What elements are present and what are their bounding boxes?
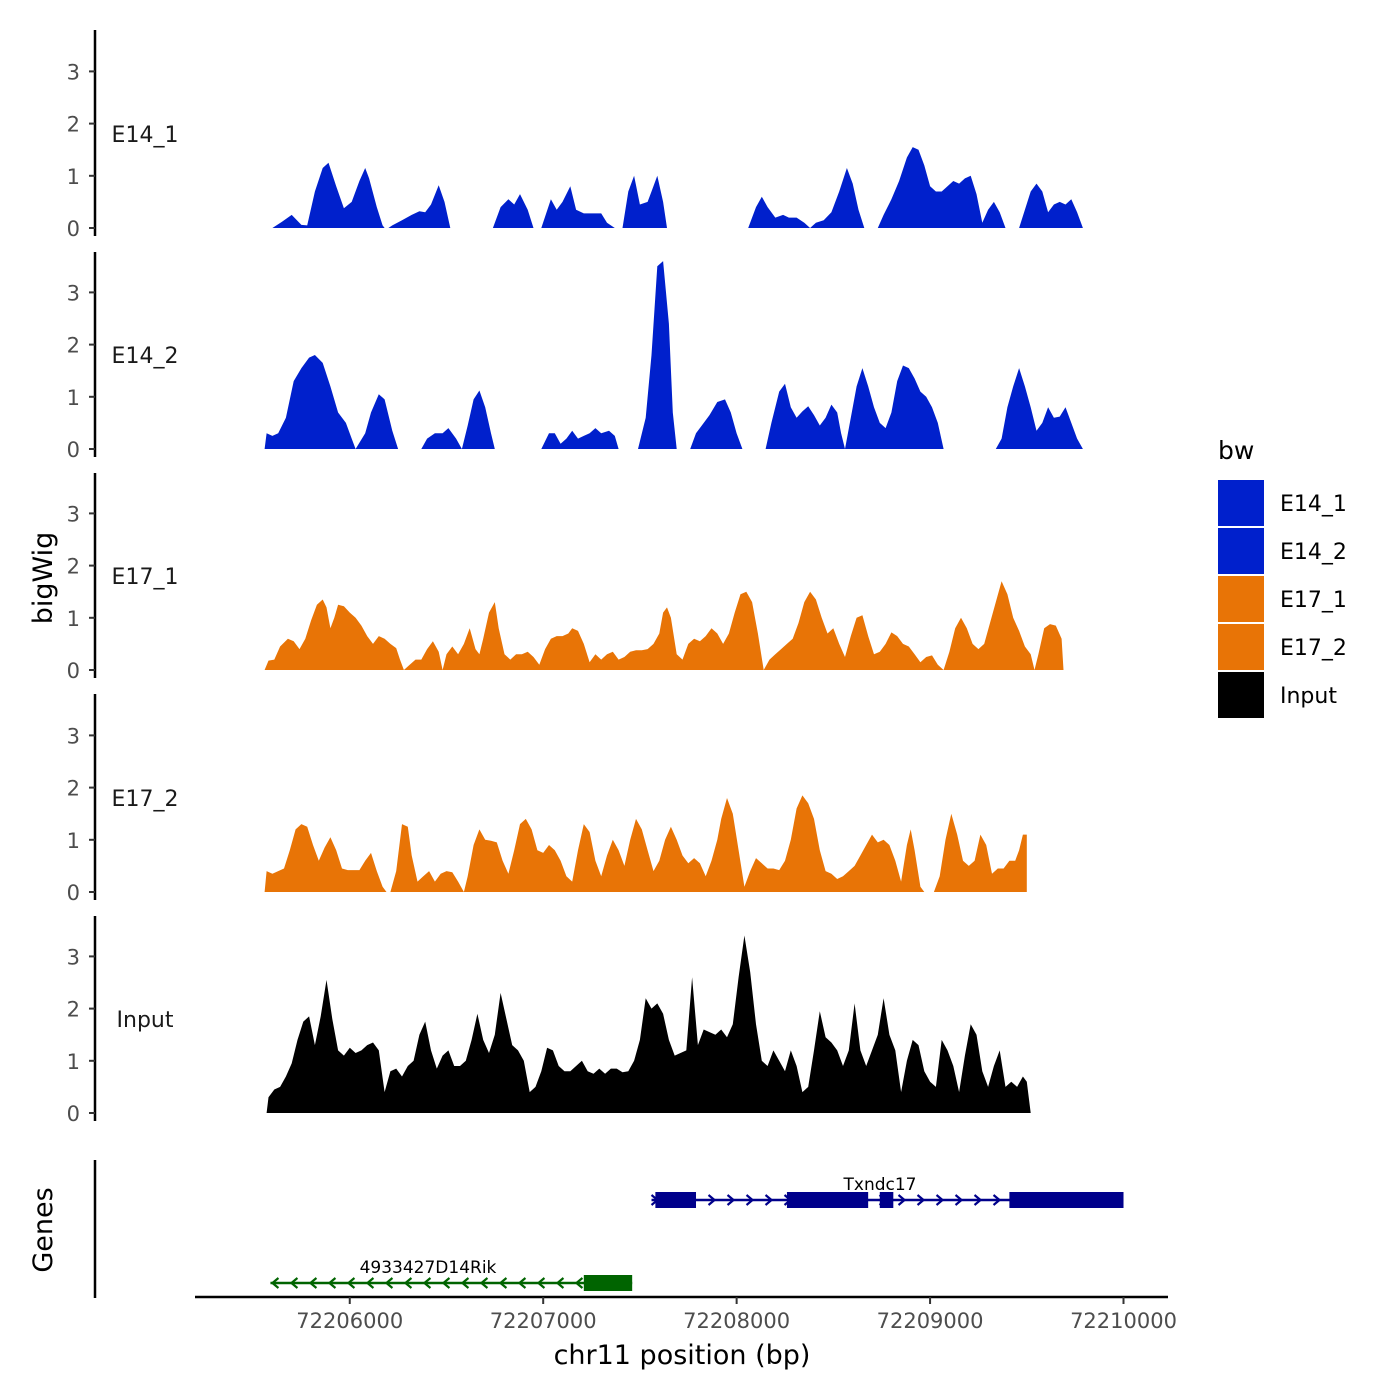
gene-exon [583,1275,633,1291]
track-e14-2: 0 1 2 3 E14_2 [67,252,1124,462]
legend-title: bw [1218,436,1254,465]
y-tick-label: 0 [67,659,80,683]
legend-swatch [1218,672,1264,718]
strand-arrow [346,1277,356,1289]
genes-axis-title: Genes [28,1187,59,1272]
strand-arrow [441,1277,451,1289]
legend-label: E17_2 [1280,636,1347,661]
strand-arrow [365,1277,375,1289]
x-tick-label: 72210000 [1070,1309,1177,1333]
x-tick-label: 72207000 [490,1309,597,1333]
y-tick-label: 2 [67,113,80,137]
y-tick-label: 1 [67,829,80,853]
y-axis-title: bigWig [28,532,59,625]
strand-arrow [954,1194,964,1206]
track-label: E17_1 [112,565,179,590]
legend-label: E14_1 [1280,492,1347,517]
gene-4933427d14rik: 4933427D14Rik [270,1258,633,1291]
gene-exon [655,1192,697,1208]
y-tick-label: 1 [67,607,80,631]
y-tick-label: 0 [67,1102,80,1126]
strand-arrow [973,1194,983,1206]
strand-arrow [745,1194,755,1206]
y-tick-label: 1 [67,386,80,410]
y-tick-label: 3 [67,945,80,969]
track-label: E14_2 [112,344,179,369]
strand-arrow [422,1277,432,1289]
coverage-area [264,581,1064,670]
legend-label: E17_1 [1280,588,1347,613]
strand-arrow [555,1277,565,1289]
track-e17-2: 0 1 2 3 E17_2 [67,694,1027,905]
y-tick-label: 0 [67,438,80,462]
genes-panel: Txndc17 4933427D14Rik [93,1160,1124,1298]
x-axis-title: chr11 position (bp) [554,1340,811,1371]
y-tick-label: 3 [67,502,80,526]
x-tick-label: 72209000 [877,1309,984,1333]
track-label: E14_1 [112,123,179,148]
y-tick-label: 3 [67,60,80,84]
y-tick-label: 1 [67,165,80,189]
legend-label: Input [1280,684,1337,709]
strand-arrow [403,1277,413,1289]
coverage-area [264,261,1124,449]
x-tick-label: 72206000 [296,1309,403,1333]
y-tick-label: 2 [67,334,80,358]
strand-arrow [916,1194,926,1206]
gene-label: 4933427D14Rik [360,1258,497,1278]
strand-arrow [308,1277,318,1289]
y-tick-label: 0 [67,881,80,905]
strand-arrow [897,1194,907,1206]
legend-swatch [1218,576,1264,622]
strand-arrow [574,1277,584,1289]
y-tick-label: 2 [67,555,80,579]
strand-arrow [517,1277,527,1289]
legend-swatch [1218,480,1264,526]
strand-arrow [460,1277,470,1289]
y-tick-label: 3 [67,281,80,305]
strand-arrow [384,1277,394,1289]
track-label: Input [117,1008,174,1033]
strand-arrow [498,1277,508,1289]
signal-track-panels: 0 1 2 3 E14_1 0 1 2 3 E14_2 0 1 2 3 E17_1 0 1 2 3 E17_2 0 1 2 3… [67,30,1124,1126]
track-e14-1: 0 1 2 3 E14_1 [67,30,1124,241]
legend-label: E14_2 [1280,540,1347,565]
strand-arrow [289,1277,299,1289]
gene-exon [1009,1192,1124,1208]
gene-exon [879,1192,894,1208]
strand-arrow [992,1194,1002,1206]
x-axis: 72206000 72207000 72208000 72209000 72210000 [195,1295,1177,1333]
strand-arrow [935,1194,945,1206]
gene-exon [786,1192,869,1208]
x-tick-label: 72208000 [683,1309,790,1333]
legend-swatch [1218,624,1264,670]
track-e17-1: 0 1 2 3 E17_1 [67,473,1064,683]
strand-arrow [327,1277,337,1289]
coverage-area [264,795,1027,892]
track-input: 0 1 2 3 Input [67,916,1031,1126]
track-label: E17_2 [112,787,179,812]
strand-arrow [270,1277,280,1289]
y-tick-label: 2 [67,998,80,1022]
y-tick-label: 0 [67,217,80,241]
y-tick-label: 2 [67,777,80,801]
gene-label: Txndc17 [843,1175,917,1195]
strand-arrow [764,1194,774,1206]
gene-txndc17: Txndc17 [650,1175,1124,1208]
strand-arrow [726,1194,736,1206]
legend-swatch [1218,528,1264,574]
strand-arrow [479,1277,489,1289]
legend: bw E14_1 E14_2 E17_1 E17_2 Input [1218,436,1347,718]
y-tick-label: 1 [67,1050,80,1074]
strand-arrow [707,1194,717,1206]
coverage-area [266,935,1031,1113]
y-tick-label: 3 [67,724,80,748]
coverage-area [272,147,1124,228]
strand-arrow [536,1277,546,1289]
